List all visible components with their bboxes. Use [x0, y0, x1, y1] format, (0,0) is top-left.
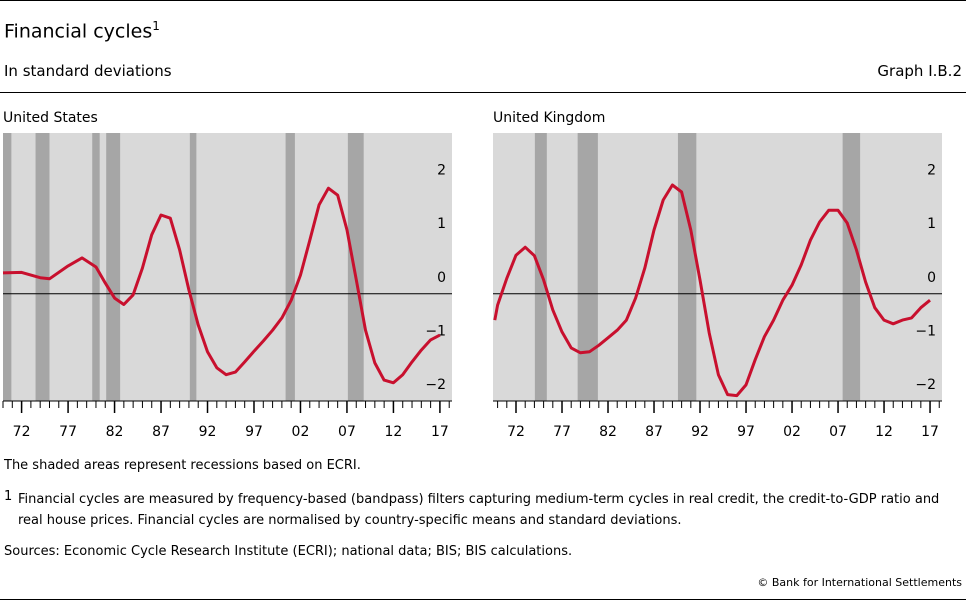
y-tick-label: −1: [425, 323, 446, 339]
x-tick-label: 82: [599, 424, 617, 440]
recession-band: [189, 133, 197, 401]
x-tick-label: 17: [921, 424, 939, 440]
x-tick-label: 72: [13, 424, 31, 440]
recession-band: [677, 133, 697, 401]
title-note: 1: [152, 19, 160, 33]
recession-band: [285, 133, 295, 401]
x-tick-label: 12: [875, 424, 893, 440]
y-tick-label: −2: [915, 377, 936, 393]
x-tick-label: 07: [829, 424, 847, 440]
recession-band: [35, 133, 50, 401]
x-tick-label: 77: [59, 424, 77, 440]
top-rule: [0, 0, 966, 1]
recession-band: [3, 133, 12, 401]
y-tick-label: 1: [437, 216, 446, 232]
footnote-marker: 1: [4, 489, 13, 504]
recession-band: [106, 133, 121, 401]
plot-background: [493, 133, 942, 401]
x-tick-label: 82: [106, 424, 124, 440]
data-line: [2, 186, 441, 385]
y-tick-label: 0: [437, 270, 446, 286]
x-tick-label: 02: [292, 424, 310, 440]
recession-band: [347, 133, 364, 401]
x-tick-label: 87: [152, 424, 170, 440]
y-tick-label: 0: [927, 270, 936, 286]
panel-title: United States: [3, 110, 98, 126]
x-tick-label: 87: [645, 424, 663, 440]
y-tick-label: −2: [425, 377, 446, 393]
subtitle: In standard deviations: [4, 62, 172, 80]
x-tick-label: 17: [431, 424, 449, 440]
x-tick-label: 97: [737, 424, 755, 440]
title: Financial cycles1: [4, 19, 160, 42]
panel-title: United Kingdom: [493, 110, 605, 126]
y-tick-label: −1: [915, 323, 936, 339]
recession-band: [534, 133, 547, 401]
x-tick-label: 12: [385, 424, 403, 440]
recession-band: [577, 133, 598, 401]
data-line: [493, 183, 931, 398]
x-tick-label: 92: [199, 424, 217, 440]
bottom-rule: [0, 599, 966, 600]
y-tick-label: 2: [437, 163, 446, 179]
x-tick-label: 97: [245, 424, 263, 440]
x-tick-label: 72: [507, 424, 525, 440]
y-tick-label: 2: [927, 163, 936, 179]
shading-note: The shaded areas represent recessions ba…: [4, 458, 361, 473]
recession-band: [842, 133, 861, 401]
y-tick-label: 1: [927, 216, 936, 232]
footnote: Financial cycles are measured by frequen…: [18, 492, 940, 528]
copyright: © Bank for International Settlements: [757, 576, 962, 589]
x-tick-label: 92: [691, 424, 709, 440]
title-text: Financial cycles: [4, 20, 153, 43]
sources: Sources: Economic Cycle Research Institu…: [4, 544, 573, 559]
x-tick-label: 77: [553, 424, 571, 440]
plot-background: [3, 133, 452, 401]
header-rule: [0, 92, 966, 93]
graph-id: Graph I.B.2: [877, 62, 962, 80]
x-tick-label: 07: [338, 424, 356, 440]
x-tick-label: 02: [783, 424, 801, 440]
